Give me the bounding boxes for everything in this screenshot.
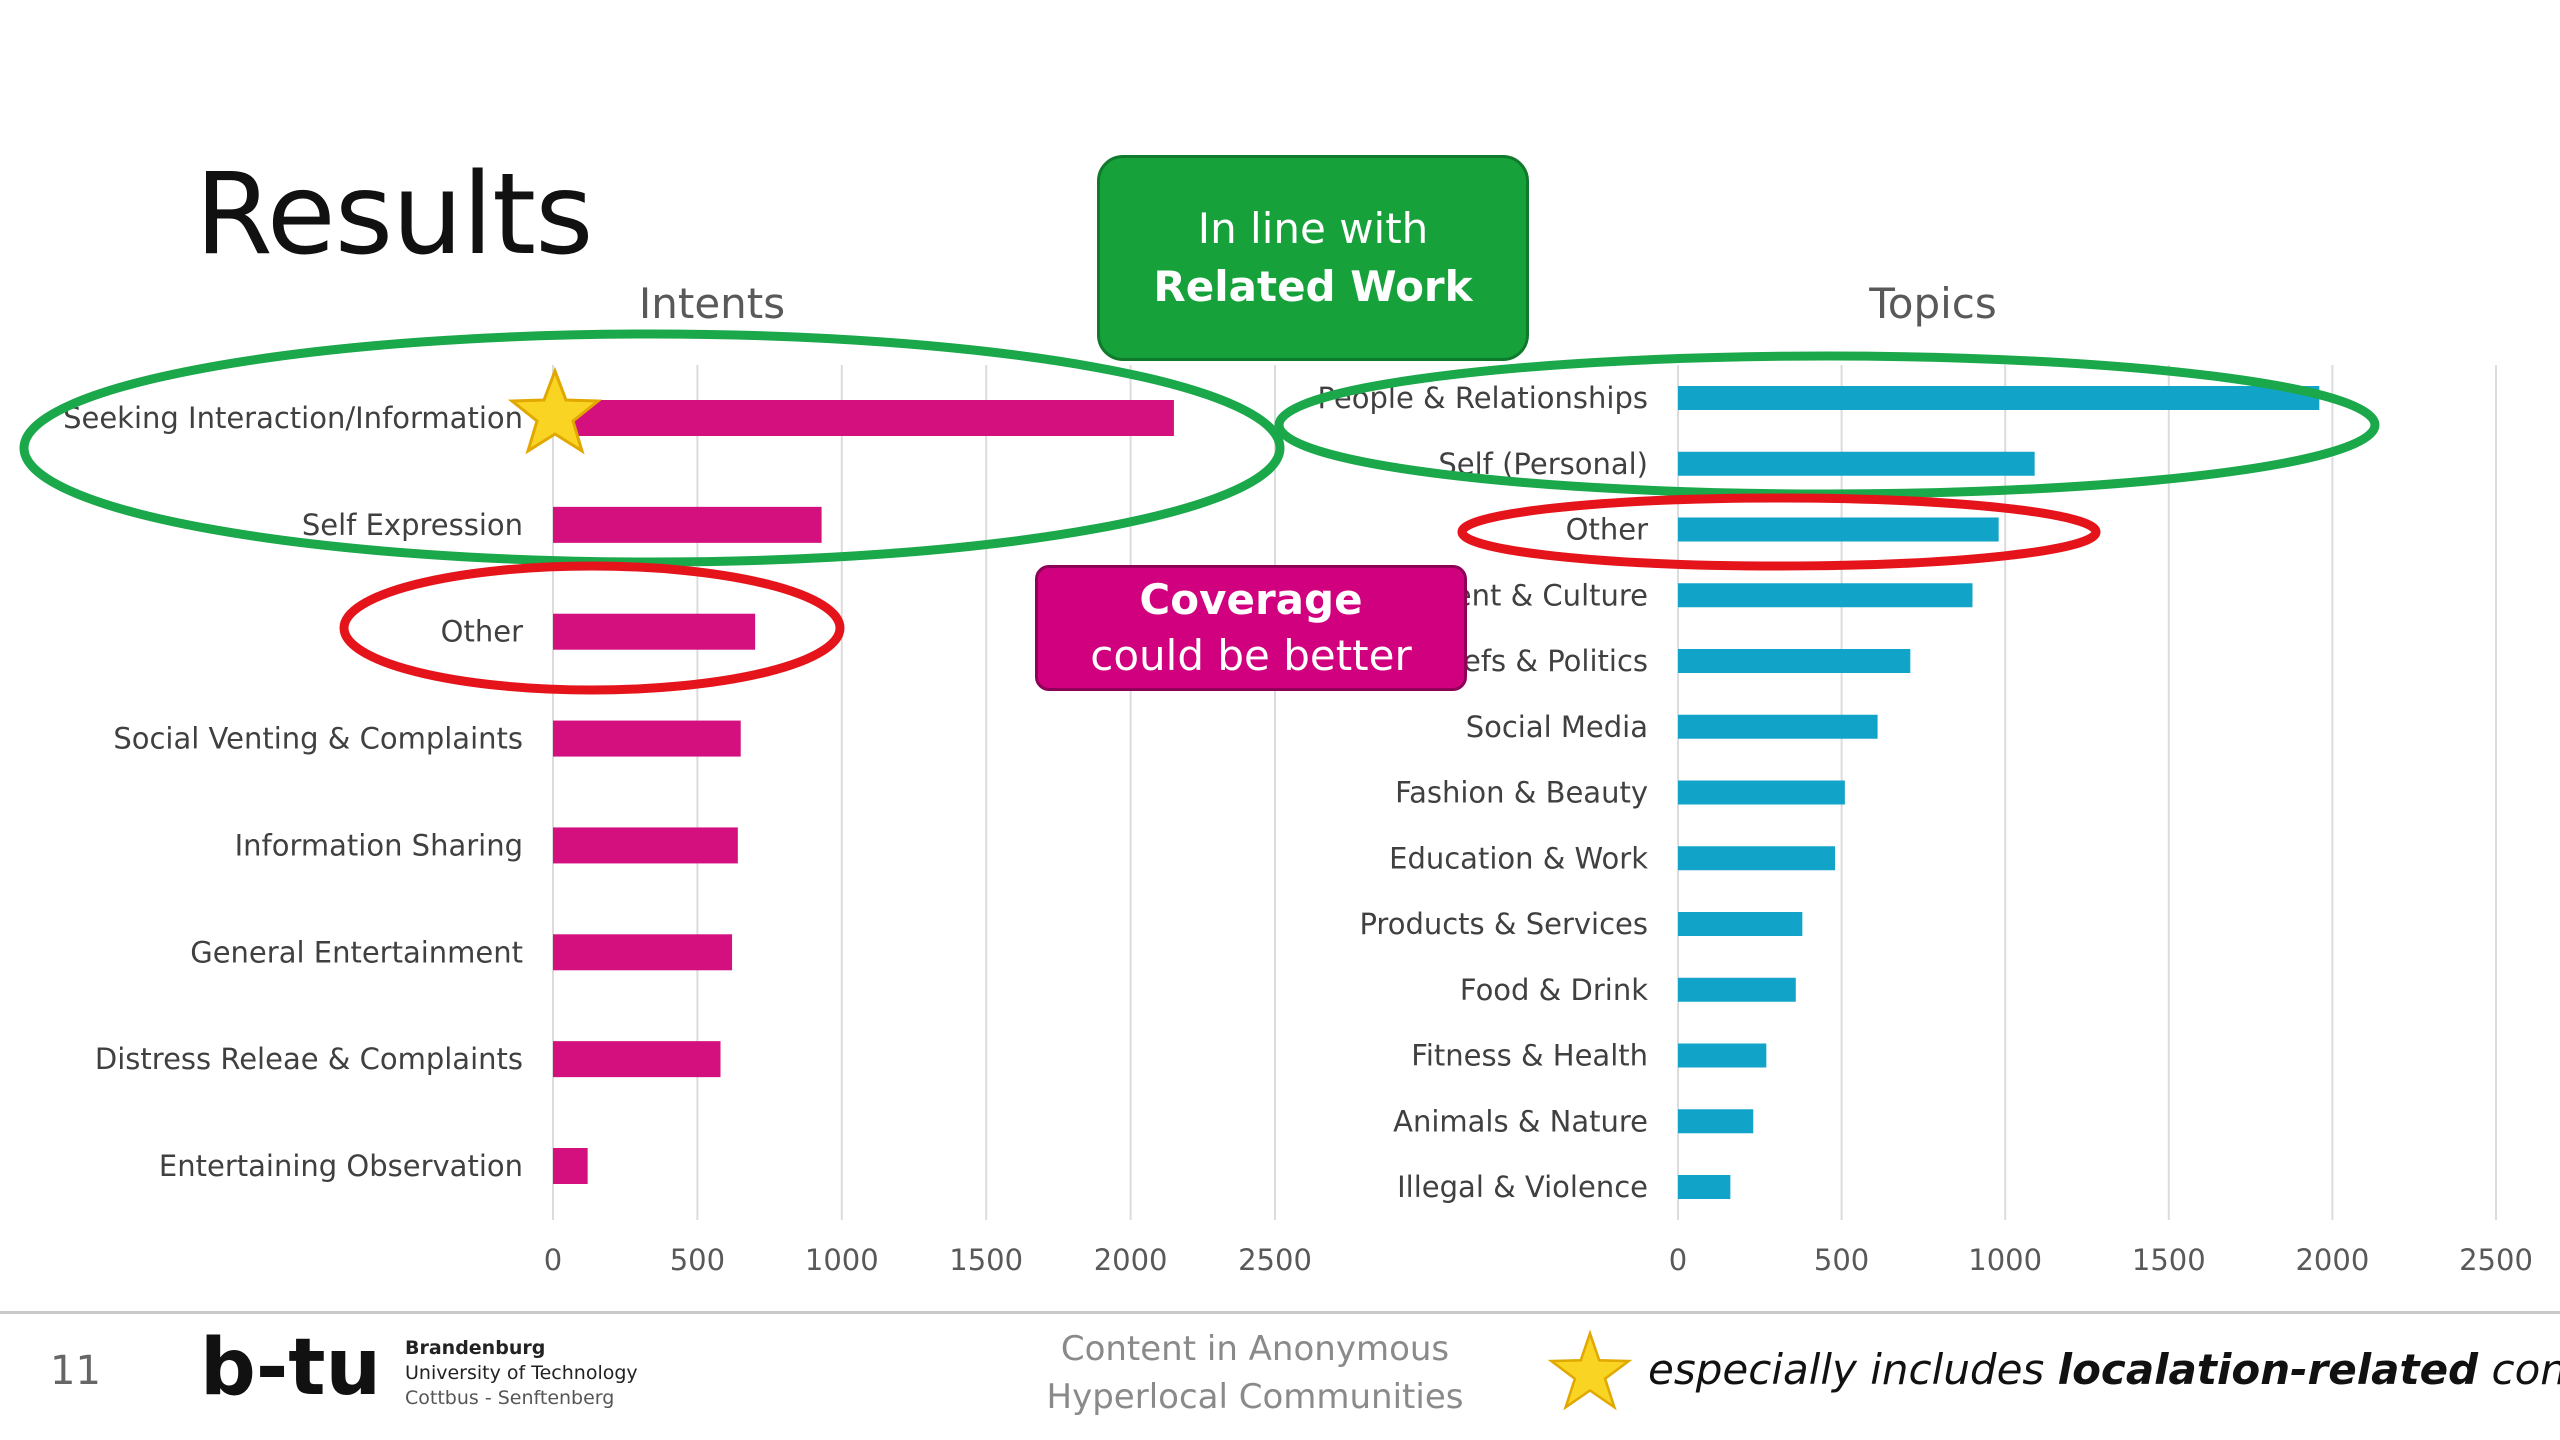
topics-tick-label: 2500 [2459,1243,2533,1277]
footer-title: Content in Anonymous Hyperlocal Communit… [1035,1325,1475,1421]
intents-bar [553,613,756,650]
intents-bar [553,827,738,864]
topics-bar [1678,780,1845,805]
star-icon [1548,1330,1632,1411]
intents-category-label: Information Sharing [235,828,523,862]
topics-bar [1678,977,1796,1002]
topics-category-label: Education & Work [1389,841,1648,875]
intents-tick-label: 1500 [949,1243,1023,1277]
intents-category-label: Distress Releae & Complaints [95,1042,523,1076]
topics-category-label: Social Media [1466,710,1648,744]
intents-chart-title: Intents [639,279,785,328]
topics-category-label: Fitness & Health [1411,1039,1648,1073]
intents-category-label: Other [441,615,523,649]
topics-bar [1678,1043,1767,1068]
topics-bar [1678,846,1836,871]
intents-bar [553,1041,721,1078]
institution-line2: University of Technology [405,1362,638,1384]
intents-bar [553,400,1174,436]
topics-bar [1678,1109,1754,1134]
topics-tick-label: 1000 [1968,1243,2042,1277]
footer-divider [0,1311,2560,1314]
btu-logo-text: b-tu [200,1332,381,1412]
intents-highlight-ellipse [19,329,1285,567]
intents-bar [553,720,741,757]
page-title: Results [195,150,593,280]
coverage-callout: Coverage could be better [1035,565,1467,691]
intents-tick-label: 2000 [1094,1243,1168,1277]
topics-bar [1678,649,1911,673]
intents-other-ellipse [339,561,845,695]
topics-bar [1678,451,2035,476]
topics-bar [1678,1175,1731,1199]
footnote: especially includes localation-related c… [1648,1345,2560,1394]
intents-category-label: General Entertainment [190,935,523,969]
topics-bar [1678,714,1878,739]
institution-line1: Brandenburg [405,1337,546,1359]
topics-chart-title: Topics [1868,279,1997,328]
intents-bar [553,506,822,543]
topics-bar [1678,912,1803,936]
topics-bar [1678,386,2320,410]
footnote-bold: localation-related [2057,1345,2479,1394]
footnote-prefix: especially includes [1648,1345,2058,1394]
institution-name: Brandenburg University of Technology Cot… [405,1336,638,1411]
intents-tick-label: 500 [670,1243,725,1277]
coverage-callout-line2: could be better [1090,631,1412,680]
intents-bar [553,1148,588,1184]
institution-line3: Cottbus - Senftenberg [405,1387,615,1409]
topics-tick-label: 1500 [2132,1243,2206,1277]
related-work-callout: In line with Related Work [1097,155,1529,361]
topics-category-label: Other [1566,513,1648,547]
topics-bar [1678,517,1999,542]
intents-tick-label: 1000 [805,1243,879,1277]
footnote-suffix: content [2491,1345,2560,1394]
topics-category-label: Products & Services [1359,907,1648,941]
related-work-callout-line2: Related Work [1153,262,1473,311]
topics-bar [1678,583,1973,608]
page-number: 11 [50,1348,101,1394]
intents-bar [553,934,733,971]
footer-title-line1: Content in Anonymous [1060,1329,1450,1369]
intents-tick-label: 2500 [1238,1243,1312,1277]
intents-category-label: Social Venting & Complaints [113,722,523,756]
btu-logo: b-tu [200,1332,381,1412]
intents-category-label: Entertaining Observation [159,1149,523,1183]
topics-tick-label: 2000 [2295,1243,2369,1277]
topics-category-label: Fashion & Beauty [1395,776,1648,810]
related-work-callout-line1: In line with [1197,204,1429,253]
topics-category-label: Illegal & Violence [1397,1170,1648,1204]
intents-category-label: Self Expression [302,508,523,542]
star-icon [507,366,603,455]
intents-category-label: Seeking Interaction/Information [63,401,523,435]
topics-tick-label: 0 [1669,1243,1687,1277]
topics-tick-label: 500 [1814,1243,1869,1277]
topics-category-label: Animals & Nature [1393,1104,1648,1138]
intents-tick-label: 0 [544,1243,562,1277]
topics-other-ellipse [1457,493,2101,571]
topics-category-label: Food & Drink [1460,973,1648,1007]
coverage-callout-line1: Coverage [1139,575,1363,624]
footer-title-line2: Hyperlocal Communities [1046,1377,1464,1417]
